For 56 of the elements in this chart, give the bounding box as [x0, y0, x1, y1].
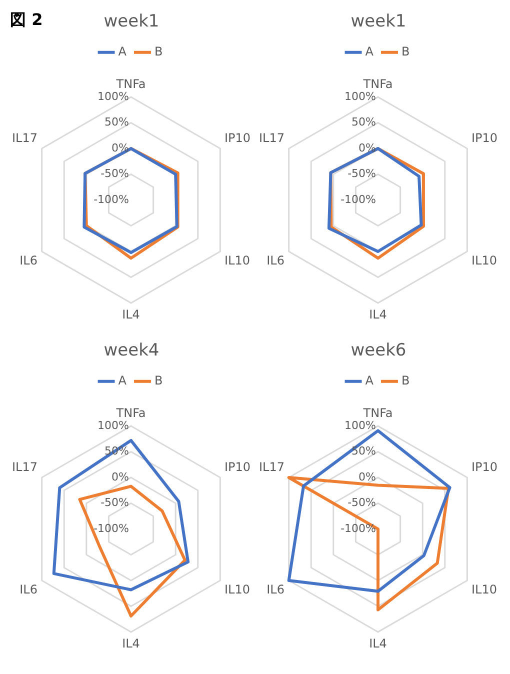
spoke-label: TNFa [115, 406, 146, 420]
y-tick-label: 0% [112, 470, 129, 484]
legend-label: B [401, 44, 410, 59]
y-tick-label: -100% [340, 192, 376, 206]
spoke-label: IL6 [20, 582, 38, 596]
y-tick-label: 50% [352, 444, 376, 458]
y-tick-label: -100% [94, 522, 129, 535]
chart-title: week1 [350, 12, 406, 32]
spoke-label: TNFa [362, 76, 393, 91]
spoke-label: IL6 [266, 253, 284, 268]
spoke-label: TNFa [362, 406, 393, 420]
spoke-label: IL6 [266, 582, 284, 596]
spoke-label: IL6 [20, 253, 38, 268]
spoke-label: IL17 [258, 130, 284, 145]
chart-title: week4 [104, 340, 160, 361]
y-tick-label: -50% [348, 496, 376, 510]
y-tick-label: 0% [358, 470, 376, 484]
legend-label: A [118, 44, 128, 59]
y-tick-label: -50% [348, 167, 376, 180]
legend-label: A [365, 374, 374, 388]
spoke-label: IP10 [224, 130, 251, 145]
y-tick-label: 50% [352, 116, 376, 129]
chart-title: week1 [104, 12, 160, 32]
legend-label: A [118, 374, 128, 388]
spoke-label: IL17 [258, 460, 284, 474]
spoke-label: IL4 [122, 636, 140, 650]
y-tick-label: -50% [100, 167, 129, 180]
spoke-label: IL10 [224, 582, 250, 596]
y-tick-label: 100% [98, 418, 129, 432]
spoke-label: IL17 [12, 460, 38, 474]
spoke-label: IL4 [122, 307, 140, 322]
spoke-label: TNFa [115, 76, 146, 91]
y-tick-label: 100% [98, 90, 129, 103]
spoke-label: IL4 [369, 307, 387, 322]
spoke-label: IL10 [472, 253, 498, 268]
spoke-label: IL10 [472, 582, 498, 596]
spoke-label: IL17 [12, 130, 38, 145]
y-tick-label: 50% [104, 116, 129, 129]
spoke-label: IP10 [224, 460, 251, 474]
legend-label: B [401, 374, 410, 388]
y-tick-label: -100% [340, 522, 376, 535]
spoke-label: IL10 [224, 253, 250, 268]
y-tick-label: 0% [112, 141, 129, 154]
y-tick-label: 100% [344, 418, 376, 432]
legend-label: B [154, 374, 163, 388]
caption: 図 2 [10, 10, 43, 31]
legend-label: B [154, 44, 163, 59]
spoke-label: IP10 [472, 460, 498, 474]
chart-title: week6 [350, 340, 406, 361]
y-tick-label: -100% [94, 192, 129, 206]
y-tick-label: 100% [344, 90, 376, 103]
spoke-label: IP10 [472, 130, 498, 145]
y-tick-label: -50% [100, 496, 129, 510]
spoke-label: IL4 [369, 636, 387, 650]
legend-label: A [365, 44, 374, 59]
y-tick-label: 0% [358, 141, 376, 154]
